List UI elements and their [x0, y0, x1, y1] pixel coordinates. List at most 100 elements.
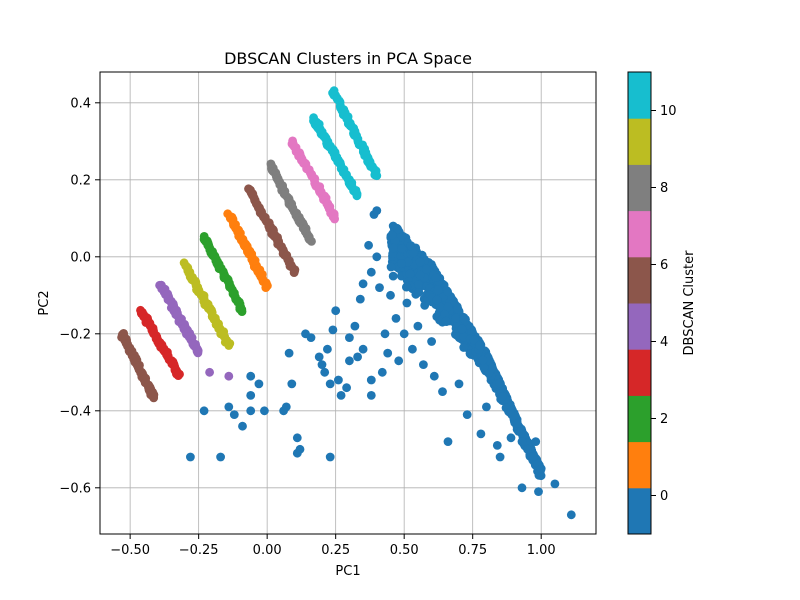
cluster-7-point: [330, 214, 339, 224]
cluster-0-point: [523, 444, 532, 454]
cluster-0-point: [509, 412, 518, 422]
cluster-0-point: [334, 375, 343, 385]
cluster-0-point: [462, 410, 472, 419]
colorbar-tick-label: 8: [660, 181, 668, 196]
cluster-0-point: [534, 487, 543, 496]
cluster-0-point: [199, 406, 209, 416]
cluster-0-point: [492, 441, 502, 450]
cluster-0-point: [366, 391, 376, 400]
cluster-0-point: [512, 419, 522, 428]
cluster-0-point: [415, 270, 425, 280]
cluster-6-point: [289, 268, 299, 277]
cluster-0-point: [388, 271, 398, 281]
cluster-0-point: [459, 332, 468, 342]
colorbar-tick-label: 6: [660, 258, 668, 273]
cluster-0-point: [435, 302, 445, 312]
y-tick-label: −0.2: [59, 327, 91, 342]
y-tick-label: 0.2: [70, 173, 91, 188]
cluster-0-point: [415, 257, 425, 267]
cluster-0-point: [420, 301, 430, 310]
cluster-0-point: [566, 510, 576, 520]
colorbar-frame: [627, 71, 652, 535]
colorbar-segment: [628, 118, 651, 165]
colorbar-segment: [628, 164, 651, 212]
x-tick-label: 1.00: [527, 543, 556, 558]
x-axis-ticks: −0.50 −0.25 0.00 0.25 0.50 0.75 1.00: [110, 534, 556, 558]
cluster-0-point: [284, 348, 294, 358]
y-tick-label: 0.0: [70, 250, 91, 265]
x-axis-label: PC1: [335, 564, 360, 579]
cluster-0-point: [443, 287, 452, 297]
colorbar-segment: [628, 303, 651, 350]
cluster-0-point: [459, 343, 469, 352]
cluster-0-point: [306, 333, 316, 342]
cluster-0-point: [550, 479, 560, 489]
cluster-0-point: [314, 352, 324, 362]
cluster-0-point: [358, 344, 368, 354]
cluster-0-point: [292, 433, 302, 443]
cluster-0-point: [495, 378, 505, 388]
colorbar-segment: [628, 256, 651, 304]
cluster-0-point: [454, 379, 464, 389]
colorbar-ticks: 0 2 4 6 8 10: [651, 104, 677, 504]
cluster-0-point: [317, 360, 327, 369]
x-tick-label: 0.00: [253, 543, 282, 558]
cluster-0-point: [325, 379, 335, 389]
cluster-0-point: [389, 243, 398, 253]
cluster-0-point: [336, 391, 346, 400]
cluster-0-point: [387, 230, 397, 240]
cluster-0-point: [323, 344, 332, 354]
cluster-0-point: [366, 375, 376, 385]
cluster-11-point: [371, 170, 381, 180]
cluster-0-point: [534, 470, 544, 480]
colorbar-segment: [628, 72, 651, 119]
cluster-0-point: [394, 356, 404, 366]
cluster-0-point: [506, 433, 516, 443]
cluster-0-point: [224, 402, 234, 412]
y-axis-ticks: −0.6 −0.4 −0.2 0.0 0.2 0.4: [59, 96, 100, 496]
cluster-0-point: [366, 267, 376, 277]
cluster-0-point: [402, 282, 411, 292]
cluster-8-point: [307, 237, 316, 246]
colorbar-segment: [628, 210, 651, 258]
cluster-1-point: [261, 283, 271, 292]
cluster-0-point: [229, 410, 239, 419]
cluster-0-point: [186, 452, 195, 462]
cluster-0-point: [260, 406, 269, 416]
cluster-0-point: [495, 452, 505, 462]
cluster-0-point: [364, 240, 373, 250]
cluster-0-point: [386, 290, 395, 300]
cluster-0-point: [475, 341, 484, 350]
cluster-0-point: [325, 452, 335, 462]
colorbar: [628, 72, 651, 535]
cluster-0-point: [405, 269, 415, 279]
chart-title: DBSCAN Clusters in PCA Space: [224, 49, 472, 68]
cluster-0-point: [358, 279, 368, 289]
cluster-0-point: [441, 316, 451, 326]
cluster-0-point: [388, 221, 398, 231]
cluster-0-point: [350, 321, 360, 331]
cluster-0-point: [478, 355, 488, 365]
y-tick-label: 0.4: [70, 96, 91, 111]
cluster-0-point: [397, 244, 407, 254]
cluster-0-point: [469, 335, 479, 345]
cluster-0-point: [331, 306, 341, 316]
cluster-0-point: [238, 421, 247, 431]
x-tick-label: −0.25: [179, 543, 219, 558]
cluster-0-point: [413, 321, 423, 331]
cluster-0-point: [353, 352, 362, 362]
cluster-2-point: [237, 307, 247, 316]
cluster-0-point: [429, 371, 439, 381]
cluster-0-point: [355, 294, 365, 304]
cluster-3-point: [175, 369, 184, 379]
cluster-4-point: [193, 348, 203, 358]
cluster-0-point: [216, 452, 226, 462]
y-tick-label: −0.6: [59, 481, 91, 496]
cluster-0-point: [408, 248, 418, 258]
cluster-0-point: [386, 262, 396, 272]
cluster-4-point: [205, 367, 215, 377]
cluster-0-point: [519, 430, 529, 439]
cluster-9-point: [225, 339, 235, 348]
